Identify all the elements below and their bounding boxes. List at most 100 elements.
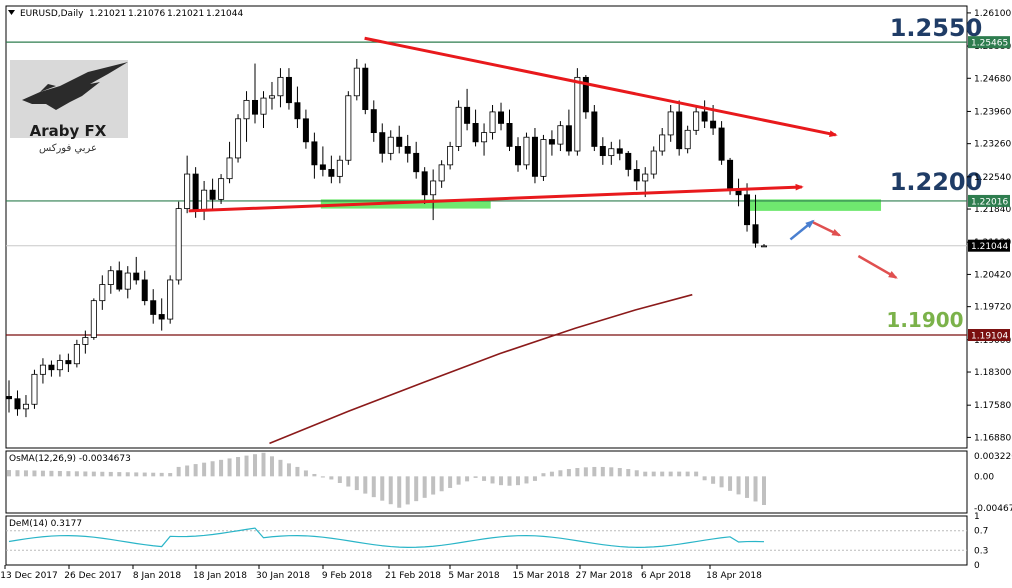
candle-body — [633, 169, 640, 182]
candle-body — [701, 111, 708, 122]
candle-body — [302, 118, 309, 143]
candle-body — [65, 360, 72, 365]
osma-bar — [210, 461, 215, 477]
osma-bar — [100, 471, 105, 477]
x-tick-label: 21 Feb 2018 — [385, 571, 441, 581]
osma-panel: OsMA(12,26,9) -0.0034673 — [7, 452, 766, 508]
osma-bar — [626, 469, 631, 477]
candle-body — [531, 136, 538, 177]
candle-body — [184, 173, 191, 209]
y-tick-label: 1.26100 — [974, 9, 1011, 19]
trendline-1 — [188, 185, 802, 213]
osma-bar — [83, 471, 88, 477]
candle-body — [90, 300, 97, 338]
y-tick-label: 1.24680 — [974, 74, 1011, 84]
support-zone-1 — [745, 199, 882, 211]
candle-body — [226, 157, 233, 180]
level-label-1: 1.2200 — [890, 168, 983, 196]
forecast-arrowhead-2 — [888, 271, 898, 279]
dem-tick-label: 1 — [974, 512, 980, 522]
osma-bar — [74, 471, 79, 477]
osma-bar — [541, 473, 546, 477]
osma-tick-label: -0.004672 — [974, 504, 1012, 514]
candle-body — [489, 111, 496, 134]
menu-triangle-icon[interactable] — [8, 10, 15, 15]
osma-bar — [108, 471, 113, 477]
candle-body — [353, 67, 360, 97]
candle-body — [455, 106, 462, 147]
ohlc-low: 1.21021 — [167, 9, 204, 19]
osma-bar — [439, 476, 444, 492]
forecast-arrow-2 — [857, 254, 897, 279]
dem-tick-label: 0.7 — [974, 527, 988, 537]
osma-bar — [202, 462, 207, 477]
candle-body — [616, 148, 623, 154]
candle-body — [599, 146, 606, 157]
candle-body — [650, 150, 657, 175]
candle-body — [175, 208, 182, 281]
osma-bar — [532, 476, 537, 481]
current-price-tag-box — [968, 239, 1010, 252]
osma-bar — [677, 471, 682, 477]
forecast-arrowhead-1 — [831, 229, 842, 237]
x-tick-label: 8 Jan 2018 — [133, 571, 181, 581]
y-tick-label: 1.20420 — [974, 270, 1011, 280]
candle-body — [413, 152, 420, 173]
candle-body — [56, 360, 63, 371]
osma-bar — [499, 476, 504, 486]
candle-body — [430, 180, 437, 196]
chart-background — [5, 5, 968, 566]
osma-bar — [711, 476, 716, 484]
candle-body — [285, 76, 292, 104]
osma-bar — [227, 458, 232, 477]
x-tick-label: 30 Jan 2018 — [256, 571, 310, 581]
candle-body — [379, 132, 386, 154]
osma-bar — [380, 476, 385, 501]
candle-body — [761, 245, 768, 248]
support-zone-0 — [320, 199, 491, 209]
candle-body — [498, 111, 505, 124]
osma-bar — [7, 470, 11, 477]
osma-bar — [219, 459, 224, 477]
candle-body — [727, 159, 734, 191]
osma-bar — [762, 476, 766, 505]
osma-bar — [600, 466, 605, 477]
candle-body — [73, 344, 80, 365]
osma-bar — [397, 476, 402, 508]
level-tag-text-0: 1.25465 — [971, 39, 1008, 49]
level-label-2: 1.1900 — [886, 308, 963, 332]
osma-bar — [49, 470, 54, 477]
x-tick-label: 18 Apr 2018 — [706, 571, 762, 581]
osma-bar — [482, 476, 487, 481]
osma-bar — [643, 471, 648, 477]
osma-bar — [694, 471, 699, 477]
osma-bar — [660, 471, 665, 477]
forecast-arrowhead-0 — [805, 219, 815, 229]
y-tick-label: 1.23260 — [974, 140, 1011, 150]
osma-bar — [609, 467, 614, 477]
candle-body — [481, 132, 488, 143]
candle-body — [540, 139, 547, 177]
osma-bar — [422, 476, 427, 498]
candle-body — [124, 272, 131, 290]
osma-bar — [745, 476, 750, 498]
osma-tick-label: 0.00 — [974, 472, 994, 482]
osma-bar — [456, 476, 461, 485]
candle-body — [167, 279, 174, 320]
dem-label: DeM(14) 0.3177 — [9, 519, 82, 529]
candle-body — [311, 141, 318, 166]
osma-bar — [168, 473, 173, 477]
osma-label: OsMA(12,26,9) -0.0034673 — [9, 454, 131, 464]
candle-body — [243, 99, 250, 120]
trendline-0 — [364, 36, 837, 137]
candle-body — [574, 76, 581, 152]
osma-bar — [312, 473, 317, 477]
candle-body — [582, 76, 589, 113]
osma-bar — [278, 459, 283, 477]
osma-bar — [702, 476, 707, 481]
osma-bar — [244, 455, 249, 477]
logo-title: Araby FX — [30, 122, 107, 140]
x-tick-label: 27 Mar 2018 — [575, 571, 632, 581]
osma-bar — [66, 471, 71, 477]
candle-body — [201, 189, 208, 212]
